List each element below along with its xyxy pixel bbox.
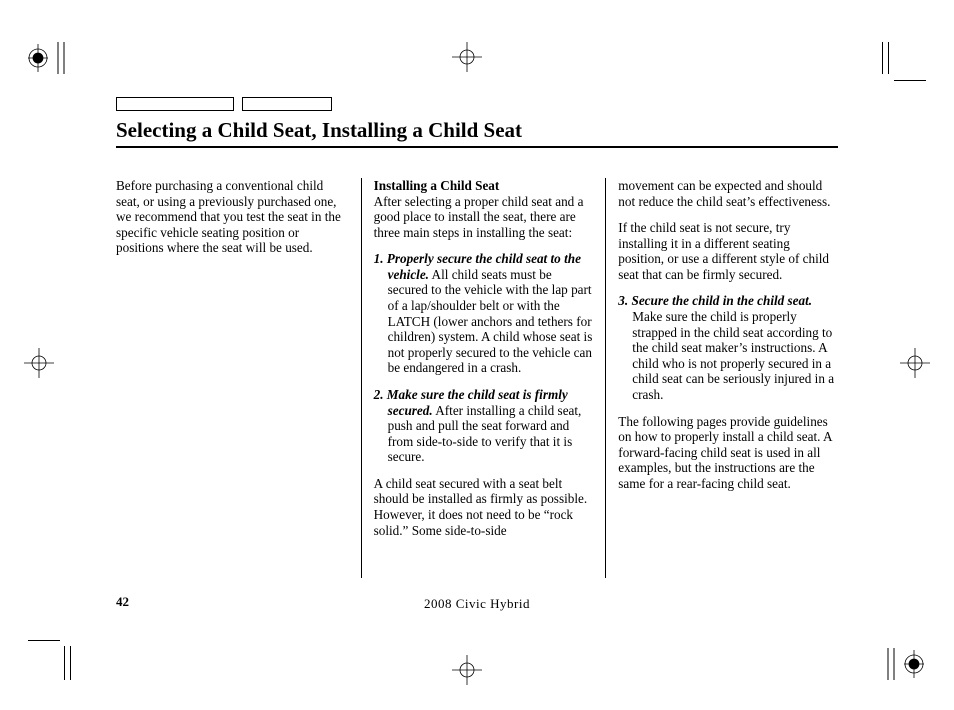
title-rule [116,146,838,148]
paragraph: If the child seat is not secure, try ins… [618,220,838,282]
paragraph: A child seat secured with a seat belt sh… [374,476,594,538]
section-heading: Installing a Child Seat [374,178,500,193]
column-3: movement can be expected and should not … [605,178,838,578]
registration-mark-icon [880,644,926,680]
paragraph: The following pages provide guidelines o… [618,414,838,492]
registration-mark-icon [28,42,74,74]
column-1: Before purchasing a conventional child s… [116,178,349,578]
header-box [242,97,332,111]
page-frame: Selecting a Child Seat, Installing a Chi… [0,0,954,710]
step-body: All child seats must be secured to the v… [388,267,593,375]
footer-label: 2008 Civic Hybrid [0,596,954,612]
page-title: Selecting a Child Seat, Installing a Chi… [116,118,522,143]
step-item: 3. Secure the child in the child seat. M… [618,293,838,402]
registration-mark-icon [24,348,54,378]
step-lead: 3. Secure the child in the child seat. [618,293,812,308]
paragraph: movement can be expected and should not … [618,178,838,209]
crop-mark-icon [866,42,926,82]
crop-mark-icon [28,640,88,680]
step-body: Make sure the child is properly strapped… [632,309,834,402]
registration-mark-icon [452,655,482,685]
header-box [116,97,234,111]
body-columns: Before purchasing a conventional child s… [116,178,838,578]
step-item: 1. Properly secure the child seat to the… [374,251,594,376]
header-box-row [116,97,332,111]
paragraph-text: After selecting a proper child seat and … [374,194,584,240]
paragraph: Installing a Child Seat After selecting … [374,178,594,240]
registration-mark-icon [452,42,482,72]
column-2: Installing a Child Seat After selecting … [361,178,594,578]
registration-mark-icon [900,348,930,378]
step-item: 2. Make sure the child seat is firmly se… [374,387,594,465]
paragraph: Before purchasing a conventional child s… [116,178,349,256]
